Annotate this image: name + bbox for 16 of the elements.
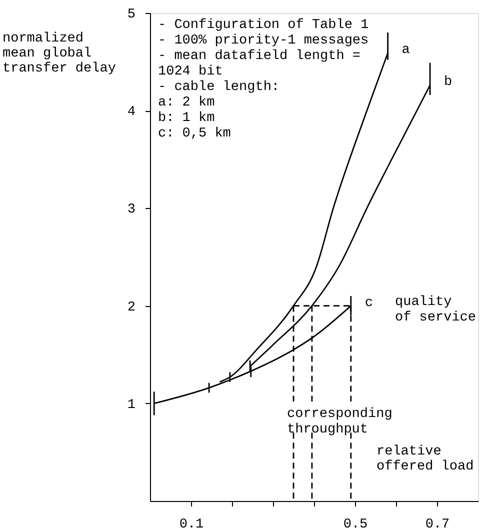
x-tick-label: 0.1 <box>179 518 204 529</box>
y-tick-label: 3 <box>127 202 136 218</box>
x-tick-label: 0.7 <box>425 518 450 529</box>
annotation: - Configuration of Table 1 - 100% priority-1 messages - mean datafield length = 1024 bit - cable length: a: 2 km b: 1 km c: 0,5 km <box>158 18 369 142</box>
annotation: corresponding throughput <box>287 407 392 438</box>
annotation: quality of service <box>395 295 476 326</box>
x-axis-title: relative offered load <box>376 444 474 474</box>
y-tick-label: 1 <box>127 398 136 413</box>
y-axis-title: normalized mean global transfer delay <box>2 32 116 76</box>
y-tick-label: 2 <box>127 300 136 316</box>
y-tick-label: 5 <box>127 8 136 22</box>
x-tick-label: 0.5 <box>343 518 368 529</box>
series-label: b <box>444 75 452 90</box>
series-label: a <box>402 43 410 58</box>
y-tick-label: 4 <box>127 105 136 120</box>
series-label: c <box>364 296 374 311</box>
